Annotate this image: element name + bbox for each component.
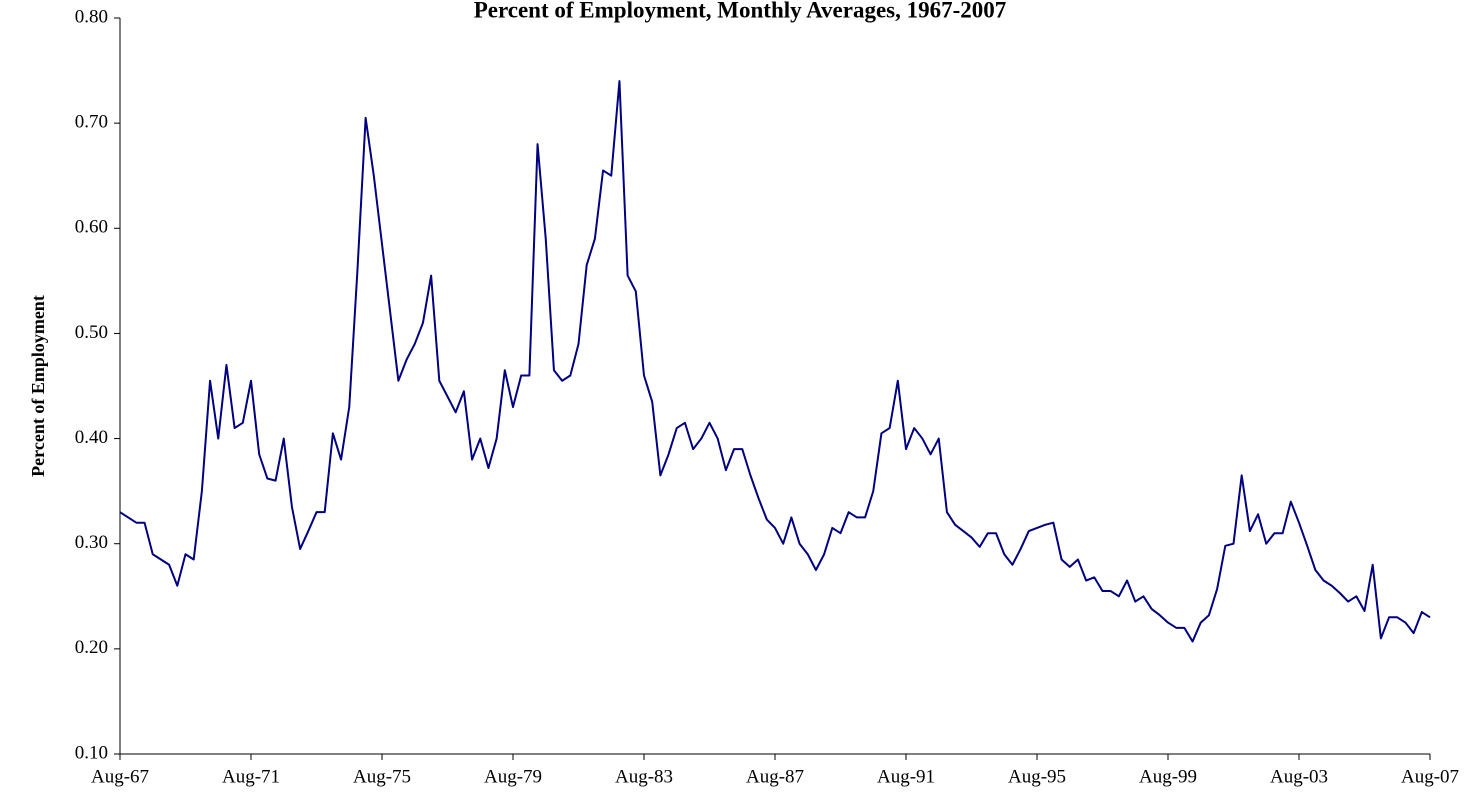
y-tick-label: 0.80 bbox=[75, 6, 108, 27]
x-tick-label: Aug-87 bbox=[746, 766, 804, 787]
x-tick-label: Aug-95 bbox=[1008, 766, 1066, 787]
x-tick-label: Aug-07 bbox=[1401, 766, 1459, 787]
chart-title: Percent of Employment, Monthly Averages,… bbox=[474, 0, 1007, 22]
y-axis-label: Percent of Employment bbox=[28, 295, 48, 477]
x-tick-label: Aug-71 bbox=[222, 766, 280, 787]
y-tick-label: 0.30 bbox=[75, 532, 108, 553]
y-tick-label: 0.20 bbox=[75, 637, 108, 658]
x-tick-label: Aug-99 bbox=[1139, 766, 1197, 787]
x-tick-label: Aug-91 bbox=[877, 766, 935, 787]
x-tick-label: Aug-67 bbox=[91, 766, 149, 787]
y-tick-label: 0.60 bbox=[75, 217, 108, 238]
y-tick-label: 0.10 bbox=[75, 742, 108, 763]
y-tick-label: 0.40 bbox=[75, 427, 108, 448]
x-tick-label: Aug-03 bbox=[1270, 766, 1328, 787]
y-tick-label: 0.70 bbox=[75, 112, 108, 133]
y-tick-label: 0.50 bbox=[75, 322, 108, 343]
x-tick-label: Aug-79 bbox=[484, 766, 542, 787]
x-tick-label: Aug-75 bbox=[353, 766, 411, 787]
x-tick-label: Aug-83 bbox=[615, 766, 673, 787]
data-line bbox=[119, 80, 1431, 643]
